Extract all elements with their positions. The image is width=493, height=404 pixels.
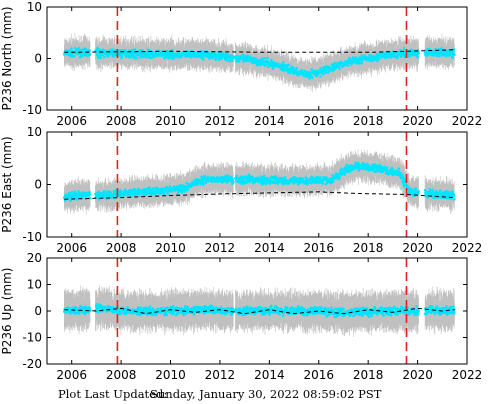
x-tick-label: 2016 <box>303 368 334 382</box>
x-tick-label: 2012 <box>205 241 236 255</box>
panel-1: 2006 2008 2010 2012 2014 2016 2018 2020 2022 -10 0… <box>0 0 482 128</box>
x-tick-label: 2012 <box>205 368 236 382</box>
x-tick-label: 2016 <box>303 114 334 128</box>
x-tick-label: 2010 <box>155 241 186 255</box>
x-tick-label: 2020 <box>402 368 433 382</box>
x-tick-label: 2014 <box>254 114 285 128</box>
x-tick-label: 2008 <box>106 368 137 382</box>
y-tick-label: 0 <box>34 52 42 66</box>
x-tick-label: 2020 <box>402 114 433 128</box>
y-tick-label: -10 <box>22 103 42 117</box>
x-tick-label: 2006 <box>56 368 87 382</box>
y-tick-label: 0 <box>34 178 42 192</box>
x-tick-label: 2018 <box>353 114 384 128</box>
trend-line <box>64 49 455 53</box>
y-axis-title: P236 East (mm) <box>0 136 14 232</box>
footer-label: Plot Last Updated: <box>58 387 167 401</box>
x-tick-label: 2010 <box>155 368 186 382</box>
x-tick-label: 2018 <box>353 368 384 382</box>
y-tick-label: -20 <box>22 357 42 371</box>
panels: 2006 2008 2010 2012 2014 2016 2018 2020 2022-100… <box>0 0 482 382</box>
y-axis-title: P236 Up (mm) <box>0 268 14 355</box>
panel-2: 2006 2008 2010 2012 2014 2016 2018 2020 2022 -10 0… <box>0 125 482 255</box>
x-tick-label: 2022 <box>452 368 483 382</box>
y-tick-label: 10 <box>27 278 42 292</box>
x-tick-label: 2008 <box>106 114 137 128</box>
y-tick-label: 10 <box>27 0 42 14</box>
x-tick-label: 2008 <box>106 241 137 255</box>
trend-line <box>64 307 455 315</box>
x-tick-label: 2006 <box>56 241 87 255</box>
x-tick-label: 2006 <box>56 114 87 128</box>
footer-timestamp: Sunday, January 30, 2022 08:59:02 PST <box>150 387 382 401</box>
trend-line <box>64 191 455 200</box>
y-tick-label: 10 <box>27 125 42 139</box>
y-tick-label: 20 <box>27 251 42 265</box>
x-tick-label: 2016 <box>303 241 334 255</box>
x-tick-label: 2018 <box>353 241 384 255</box>
x-tick-label: 2014 <box>254 368 285 382</box>
y-tick-label: -10 <box>22 331 42 345</box>
y-axis-title: P236 North (mm) <box>0 6 14 110</box>
x-tick-label: 2012 <box>205 114 236 128</box>
y-tick-label: -10 <box>22 230 42 244</box>
x-tick-label: 2020 <box>402 241 433 255</box>
x-tick-label: 2014 <box>254 241 285 255</box>
panel-3: 2006 2008 2010 2012 2014 2016 2018 2020 2022-20-… <box>0 251 482 382</box>
x-tick-label: 2022 <box>452 114 483 128</box>
x-tick-label: 2022 <box>452 241 483 255</box>
y-tick-label: 0 <box>34 304 42 318</box>
x-tick-label: 2010 <box>155 114 186 128</box>
